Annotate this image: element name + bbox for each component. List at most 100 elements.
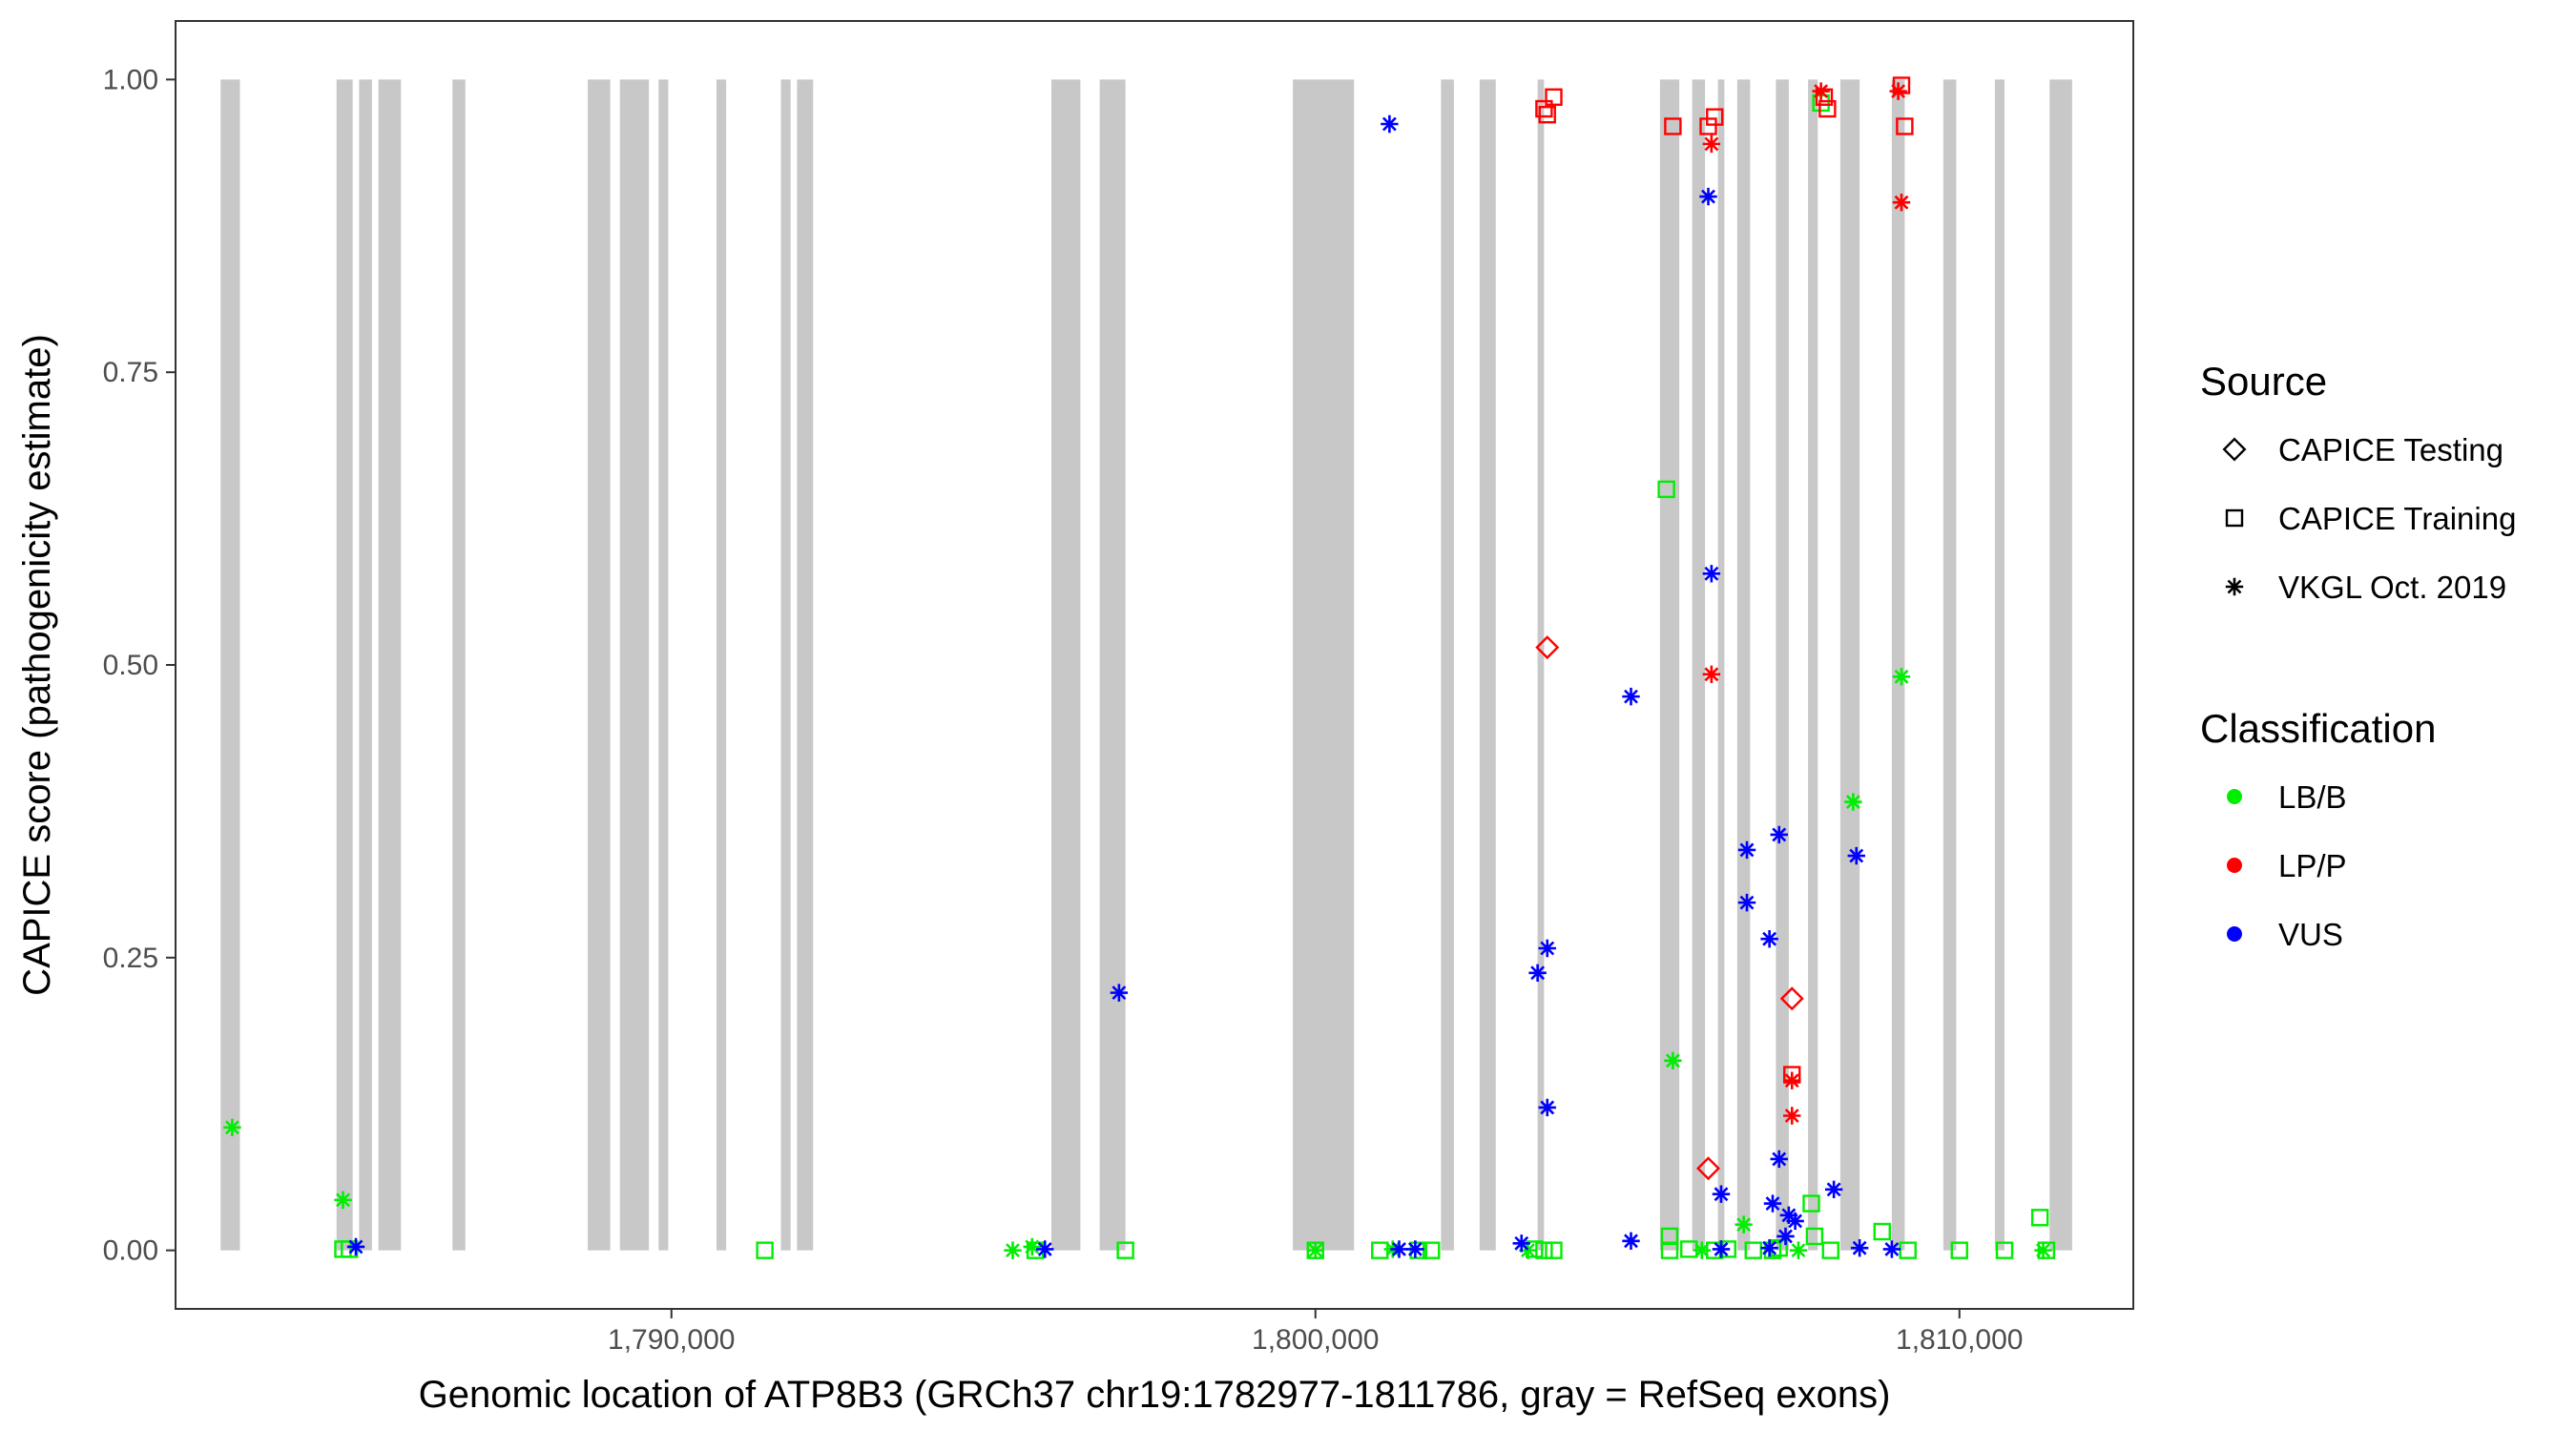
y-tick-label: 0.50 — [103, 650, 158, 681]
data-point — [1815, 88, 1834, 106]
data-point — [1622, 1232, 1640, 1251]
data-point — [1763, 1194, 1782, 1213]
legend-key — [2225, 577, 2244, 596]
legend-group: Classification LB/B LP/P VUS — [2200, 706, 2436, 952]
legend-label: CAPICE Training — [2278, 501, 2516, 536]
data-point — [1622, 687, 1640, 706]
data-point — [1390, 1240, 1408, 1258]
data-point — [346, 1237, 365, 1256]
y-axis-title: CAPICE score (pathogenicity estimate) — [16, 334, 58, 996]
data-point — [1116, 1241, 1134, 1259]
data-point — [1821, 1241, 1839, 1259]
y-tick-label: 0.00 — [103, 1235, 158, 1267]
legend: Source CAPICE Testing CAPICE Training VKGL … — [2200, 359, 2516, 952]
data-point — [1783, 1107, 1801, 1125]
legend-label: CAPICE Testing — [2278, 432, 2503, 467]
data-point — [1882, 1240, 1901, 1258]
data-point — [1892, 76, 1911, 94]
data-point — [1538, 939, 1556, 958]
data-point — [1786, 1212, 1804, 1231]
exon-bar — [780, 79, 791, 1251]
data-point — [1406, 1240, 1424, 1258]
data-point — [1306, 1241, 1324, 1259]
data-point — [1892, 194, 1911, 212]
data-point — [1702, 565, 1721, 583]
exon-bar — [336, 79, 353, 1251]
data-point — [1036, 1240, 1054, 1258]
exon-bar — [220, 79, 240, 1251]
data-point — [1892, 668, 1911, 686]
data-point — [1699, 117, 1717, 135]
data-point — [1744, 1241, 1762, 1259]
data-point — [1381, 114, 1399, 134]
y-tick-label: 0.25 — [103, 943, 158, 974]
data-point — [1306, 1241, 1324, 1259]
legend-key — [2227, 789, 2242, 804]
data-point — [1737, 893, 1756, 912]
exon-bar — [1891, 79, 1905, 1251]
data-point — [1850, 1238, 1869, 1257]
data-point — [2034, 1241, 2052, 1259]
data-point — [756, 1241, 774, 1259]
data-point — [1889, 82, 1907, 100]
x-tick-label: 1,800,000 — [1252, 1324, 1379, 1356]
data-point — [1824, 1180, 1843, 1199]
data-point — [1545, 1241, 1563, 1259]
x-tick-label: 1,790,000 — [608, 1324, 735, 1356]
data-point — [1995, 1241, 2014, 1259]
data-point — [1664, 117, 1682, 135]
exon-bar — [717, 79, 727, 1251]
exon-bar — [1659, 79, 1680, 1251]
data-point — [1896, 117, 1914, 135]
data-point — [1818, 99, 1837, 118]
data-point — [1702, 135, 1721, 154]
exons-layer — [220, 79, 2072, 1251]
exon-bar — [1537, 79, 1545, 1251]
data-point — [1660, 1227, 1679, 1246]
data-point — [1702, 665, 1721, 684]
exon-bar — [1994, 79, 2005, 1251]
exon-bar — [359, 79, 372, 1251]
exon-bar — [1051, 79, 1081, 1251]
data-point — [1693, 1241, 1711, 1259]
x-tick-label: 1,810,000 — [1896, 1324, 2023, 1356]
data-point — [1776, 1227, 1795, 1246]
legend-key — [2222, 437, 2247, 462]
data-point — [2037, 1241, 2056, 1259]
exon-bar — [588, 79, 611, 1251]
y-tick-label: 0.75 — [103, 357, 158, 388]
data-point — [1706, 108, 1724, 126]
data-point — [1110, 984, 1129, 1002]
exon-bar — [1839, 79, 1860, 1251]
data-point — [1770, 1150, 1788, 1169]
points-layer — [223, 76, 2056, 1259]
legend-key — [2227, 926, 2242, 942]
y-tick-label: 1.00 — [103, 64, 158, 95]
data-point — [1763, 1241, 1782, 1259]
data-point — [1528, 964, 1547, 982]
data-point — [1805, 1227, 1824, 1246]
data-point — [1535, 99, 1553, 118]
exon-bar — [452, 79, 466, 1251]
exon-bar — [1479, 79, 1496, 1251]
exon-bar — [1441, 79, 1454, 1251]
data-point — [1712, 1185, 1731, 1203]
exon-bar — [1099, 79, 1126, 1251]
x-axis-title: Genomic location of ATP8B3 (GRCh37 chr19… — [419, 1374, 1891, 1416]
data-point — [1847, 846, 1865, 865]
data-point — [1783, 1071, 1801, 1089]
exon-bar — [1776, 79, 1789, 1251]
data-point — [1802, 1194, 1820, 1213]
data-point — [1535, 1241, 1553, 1259]
exon-bar — [1736, 79, 1751, 1251]
legend-label: VUS — [2278, 917, 2343, 952]
exon-bar — [378, 79, 402, 1251]
data-point — [2030, 1209, 2049, 1227]
exon-bar — [1717, 79, 1725, 1251]
legend-title: Classification — [2200, 706, 2436, 751]
data-point — [1737, 840, 1756, 860]
data-point — [1545, 88, 1563, 106]
data-point — [1664, 1051, 1682, 1070]
data-point — [1519, 1241, 1537, 1259]
